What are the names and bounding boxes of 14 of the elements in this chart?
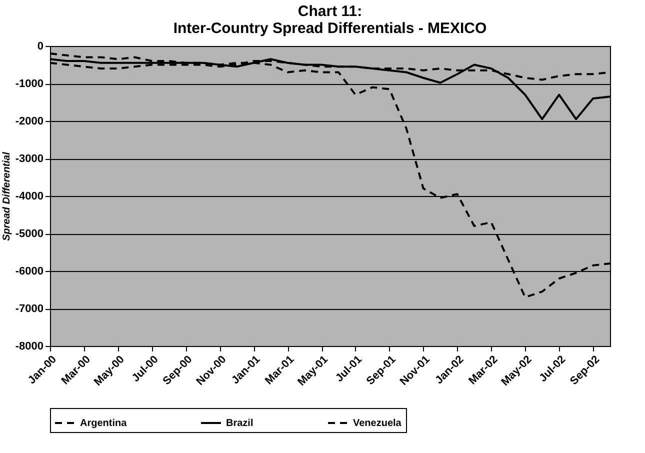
y-tick-label: -4000: [15, 190, 44, 202]
y-tick-label: -2000: [15, 116, 44, 128]
legend-label: Venezuela: [353, 418, 402, 429]
y-axis-title: Spread Differential: [1, 152, 12, 241]
y-tick-label: -7000: [15, 303, 44, 315]
y-tick-label: -8000: [15, 340, 44, 352]
y-tick-label: 0: [37, 40, 44, 52]
chart-title: Chart 11: Inter-Country Spread Differentials - MEXICO: [173, 3, 488, 37]
legend-label: Brazil: [226, 418, 254, 429]
y-tick-label: -6000: [15, 266, 44, 278]
y-tick-label: -3000: [15, 153, 44, 165]
legend-label: Argentina: [80, 418, 128, 429]
y-tick-label: -5000: [15, 228, 44, 240]
y-tick-label: -1000: [15, 78, 44, 90]
